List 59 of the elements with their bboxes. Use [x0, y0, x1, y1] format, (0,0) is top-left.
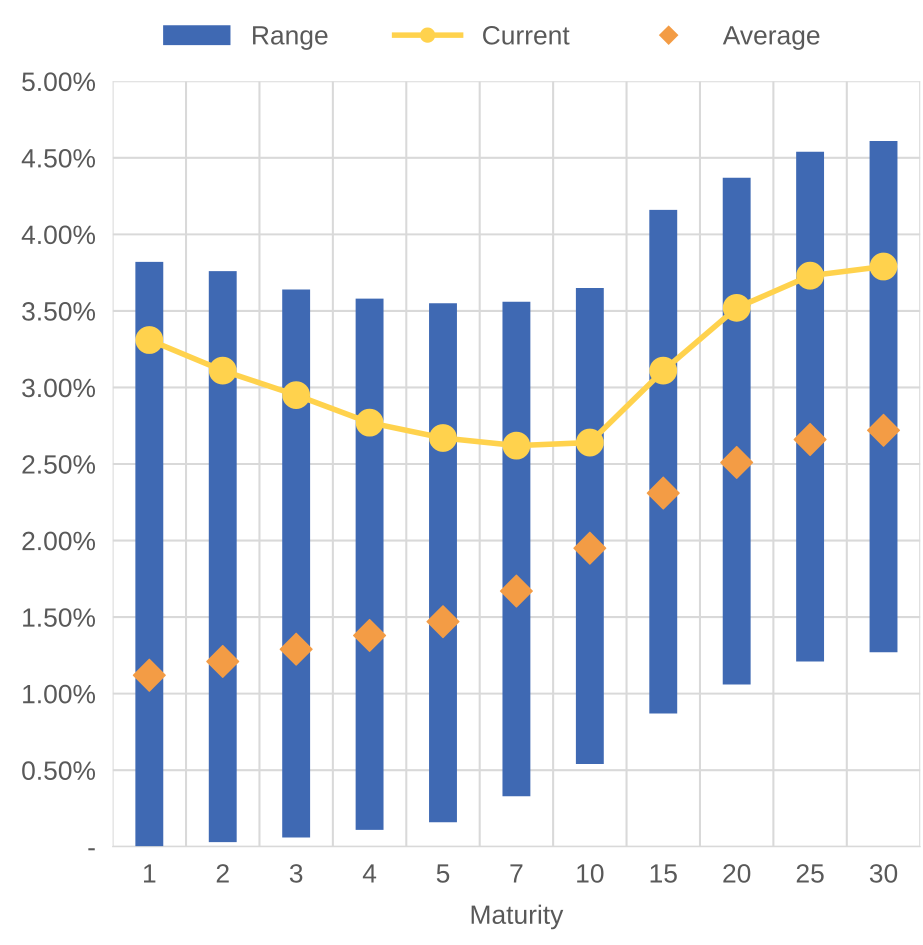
y-tick-label: 4.00%	[22, 225, 96, 244]
point	[646, 476, 680, 510]
bar	[722, 178, 751, 684]
point	[866, 414, 900, 447]
x-tick-label: 10	[577, 864, 604, 883]
x-tick-label: 15	[650, 864, 677, 883]
point	[794, 422, 827, 456]
point	[282, 381, 310, 409]
y-tick-label: 5.00%	[22, 72, 96, 92]
x-tick-label: 4	[362, 864, 376, 883]
x-tick-label: 25	[796, 864, 824, 883]
point	[206, 644, 240, 678]
point	[649, 356, 678, 384]
bar	[208, 271, 237, 842]
y-tick-label: 0.50%	[22, 761, 96, 780]
y-tick-label: 3.00%	[22, 378, 96, 398]
legend-label: Average	[722, 26, 820, 50]
point	[500, 574, 533, 608]
legend-label: Current	[483, 26, 570, 45]
bar	[429, 303, 457, 822]
point	[426, 605, 460, 638]
point	[353, 618, 386, 652]
point	[722, 294, 751, 322]
x-tick-label: 3	[290, 864, 302, 883]
legend-label: Range	[253, 26, 328, 50]
x-tick-label: 20	[723, 864, 750, 883]
point	[573, 532, 606, 565]
x-tick-label: 7	[510, 864, 522, 883]
point	[720, 446, 754, 479]
bar	[356, 298, 384, 830]
point	[870, 252, 898, 280]
point	[502, 432, 530, 460]
y-tick-label: 3.50%	[22, 302, 96, 321]
point	[576, 428, 604, 456]
x-tick-label: 1	[144, 864, 156, 883]
bar	[135, 262, 164, 847]
y-tick-label: 1.00%	[23, 684, 96, 704]
x-tick-label: 2	[216, 864, 229, 883]
point	[132, 658, 166, 692]
y-tick-label: 1.50%	[23, 608, 96, 627]
point	[429, 424, 457, 452]
x-tick-label: 30	[870, 864, 898, 883]
point	[356, 408, 384, 437]
point	[796, 262, 824, 290]
bar	[282, 289, 310, 838]
y-tick-label: 2.00%	[22, 532, 96, 550]
y-tick-label: -	[88, 848, 95, 850]
bar	[649, 210, 678, 714]
y-tick-label: 2.50%	[22, 455, 96, 474]
bar	[796, 152, 824, 662]
x-axis-title: Maturity	[472, 904, 564, 930]
point	[208, 356, 237, 384]
point	[280, 632, 313, 666]
point	[135, 326, 164, 354]
x-tick-label: 5	[436, 864, 450, 883]
bar	[502, 302, 530, 796]
bar	[576, 288, 604, 764]
bar	[870, 140, 898, 652]
y-tick-label: 4.50%	[22, 148, 96, 168]
